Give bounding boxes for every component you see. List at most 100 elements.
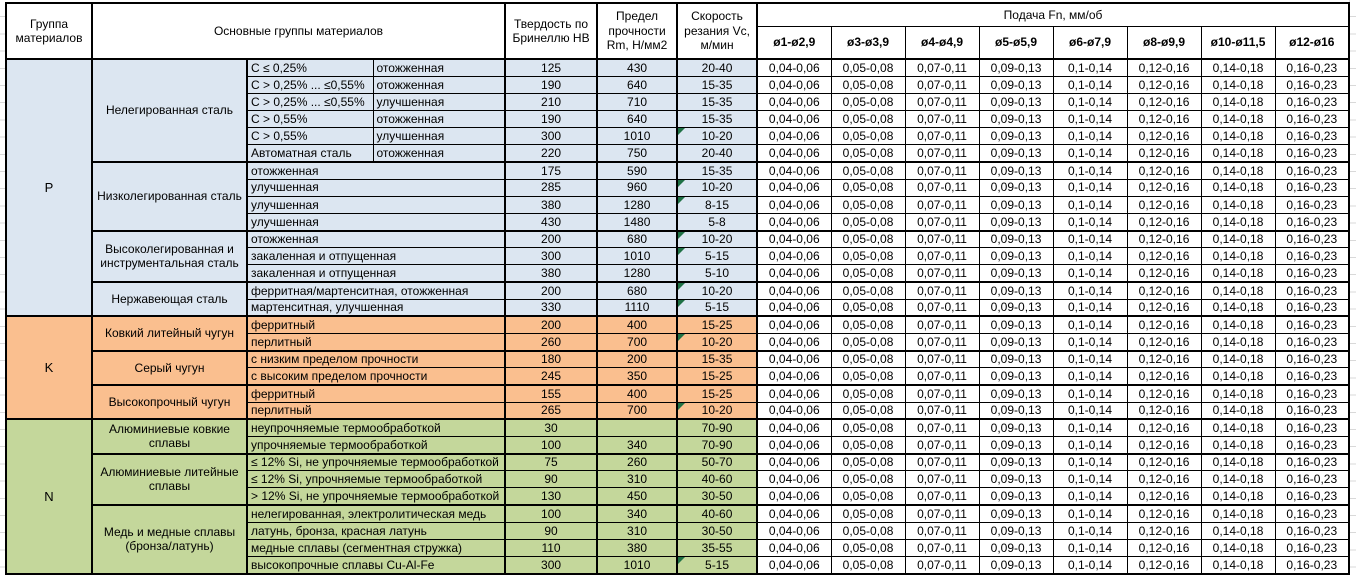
cell-feed-value[interactable]: 0,07-0,11	[904, 247, 980, 266]
cell-hardness[interactable]: 175	[504, 160, 599, 180]
cell-feed-value[interactable]: 0,05-0,08	[830, 470, 906, 489]
cell-feed-value[interactable]: 0,16-0,23	[1274, 367, 1350, 386]
cell-feed-value[interactable]: 0,09-0,13	[978, 538, 1054, 558]
cell-feed-value[interactable]: 0,1-0,14	[1052, 144, 1128, 163]
cell-feed-value[interactable]: 0,09-0,13	[978, 315, 1054, 335]
cell-feed-value[interactable]: 0,16-0,23	[1274, 349, 1350, 369]
cell-feed-value[interactable]: 0,1-0,14	[1052, 401, 1128, 420]
cell-strength[interactable]: 1480	[596, 212, 679, 232]
cell-state[interactable]: отожженная	[372, 57, 507, 77]
subgroup-name-cell[interactable]: Нержавеющая сталь	[91, 281, 248, 317]
cell-feed-value[interactable]: 0,09-0,13	[978, 367, 1054, 386]
cell-feed-value[interactable]: 0,07-0,11	[904, 281, 980, 300]
cell-strength[interactable]: 260	[596, 452, 679, 472]
cell-strength[interactable]: 1280	[596, 264, 679, 283]
cell-hardness[interactable]: 380	[504, 264, 599, 283]
cell-state[interactable]: закаленная и отпущенная	[246, 264, 507, 283]
cell-feed-value[interactable]: 0,07-0,11	[904, 160, 980, 180]
cell-feed-value[interactable]: 0,16-0,23	[1274, 264, 1350, 283]
cell-cutting-speed[interactable]: 5-15	[676, 556, 759, 575]
cell-hardness[interactable]: 220	[504, 144, 599, 163]
cell-feed-value[interactable]: 0,16-0,23	[1274, 127, 1350, 146]
cell-strength[interactable]: 340	[596, 504, 679, 523]
cell-feed-value[interactable]: 0,04-0,06	[756, 281, 832, 300]
cell-feed-value[interactable]: 0,04-0,06	[756, 401, 832, 420]
cell-feed-value[interactable]: 0,04-0,06	[756, 144, 832, 163]
cell-cutting-speed[interactable]: 10-20	[676, 401, 759, 420]
cell-hardness[interactable]: 200	[504, 229, 599, 249]
cell-strength[interactable]: 450	[596, 487, 679, 506]
cell-feed-value[interactable]: 0,12-0,16	[1126, 178, 1202, 197]
cell-hardness[interactable]: 200	[504, 281, 599, 300]
cell-feed-value[interactable]: 0,05-0,08	[830, 160, 906, 180]
cell-feed-value[interactable]: 0,12-0,16	[1126, 367, 1202, 386]
cell-feed-value[interactable]: 0,07-0,11	[904, 127, 980, 146]
cell-cutting-speed[interactable]: 5-8	[676, 212, 759, 232]
cell-strength[interactable]: 1010	[596, 127, 679, 146]
cell-feed-value[interactable]: 0,09-0,13	[978, 264, 1054, 283]
cell-feed-value[interactable]: 0,12-0,16	[1126, 75, 1202, 94]
cell-feed-value[interactable]: 0,1-0,14	[1052, 332, 1128, 352]
header-feed-col[interactable]: ø12-ø16	[1274, 25, 1350, 60]
cell-cutting-speed[interactable]: 15-25	[676, 315, 759, 335]
cell-feed-value[interactable]: 0,14-0,18	[1200, 538, 1276, 558]
cell-strength[interactable]: 640	[596, 75, 679, 94]
cell-feed-value[interactable]: 0,16-0,23	[1274, 470, 1350, 489]
header-feed-col[interactable]: ø6-ø7,9	[1052, 25, 1128, 60]
cell-feed-value[interactable]: 0,14-0,18	[1200, 367, 1276, 386]
cell-feed-value[interactable]: 0,1-0,14	[1052, 281, 1128, 300]
cell-feed-value[interactable]: 0,16-0,23	[1274, 75, 1350, 94]
cell-condition[interactable]: C > 0,55%	[246, 127, 374, 146]
cell-cutting-speed[interactable]: 10-20	[676, 281, 759, 300]
cell-feed-value[interactable]: 0,14-0,18	[1200, 556, 1276, 575]
cell-cutting-speed[interactable]: 10-20	[676, 178, 759, 197]
cell-feed-value[interactable]: 0,14-0,18	[1200, 332, 1276, 352]
cell-state[interactable]: отожженная	[372, 144, 507, 163]
cell-feed-value[interactable]: 0,14-0,18	[1200, 281, 1276, 300]
cell-feed-value[interactable]: 0,09-0,13	[978, 144, 1054, 163]
cell-feed-value[interactable]: 0,16-0,23	[1274, 229, 1350, 249]
cell-feed-value[interactable]: 0,16-0,23	[1274, 401, 1350, 420]
cell-hardness[interactable]: 210	[504, 92, 599, 111]
cell-feed-value[interactable]: 0,1-0,14	[1052, 178, 1128, 197]
cell-feed-value[interactable]: 0,1-0,14	[1052, 247, 1128, 266]
cell-cutting-speed[interactable]: 15-35	[676, 109, 759, 129]
cell-feed-value[interactable]: 0,05-0,08	[830, 435, 906, 455]
cell-feed-value[interactable]: 0,04-0,06	[756, 418, 832, 437]
cell-feed-value[interactable]: 0,07-0,11	[904, 401, 980, 420]
cell-cutting-speed[interactable]: 15-35	[676, 160, 759, 180]
cell-cutting-speed[interactable]: 5-15	[676, 298, 759, 317]
cell-cutting-speed[interactable]: 30-50	[676, 487, 759, 506]
cell-strength[interactable]: 430	[596, 57, 679, 77]
cell-hardness[interactable]: 300	[504, 556, 599, 575]
cell-feed-value[interactable]: 0,05-0,08	[830, 556, 906, 575]
cell-feed-value[interactable]: 0,1-0,14	[1052, 264, 1128, 283]
cell-feed-value[interactable]: 0,16-0,23	[1274, 504, 1350, 523]
cell-strength[interactable]: 680	[596, 229, 679, 249]
cell-condition[interactable]: Автоматная сталь	[246, 144, 374, 163]
cell-feed-value[interactable]: 0,09-0,13	[978, 401, 1054, 420]
cell-state[interactable]: медные сплавы (сегментная стружка)	[246, 538, 507, 558]
cell-hardness[interactable]: 90	[504, 470, 599, 489]
cell-feed-value[interactable]: 0,04-0,06	[756, 315, 832, 335]
cell-feed-value[interactable]: 0,12-0,16	[1126, 281, 1202, 300]
cell-feed-value[interactable]: 0,04-0,06	[756, 109, 832, 129]
cell-hardness[interactable]: 190	[504, 75, 599, 94]
cell-feed-value[interactable]: 0,12-0,16	[1126, 487, 1202, 506]
cell-feed-value[interactable]: 0,07-0,11	[904, 229, 980, 249]
cell-feed-value[interactable]: 0,09-0,13	[978, 418, 1054, 437]
cell-feed-value[interactable]: 0,09-0,13	[978, 504, 1054, 523]
cell-state[interactable]: неупрочняемые термообработкой	[246, 418, 507, 437]
cell-feed-value[interactable]: 0,14-0,18	[1200, 470, 1276, 489]
group-letter-cell[interactable]: N	[5, 418, 93, 575]
cell-feed-value[interactable]: 0,05-0,08	[830, 144, 906, 163]
cell-cutting-speed[interactable]: 15-35	[676, 92, 759, 111]
cell-strength[interactable]: 400	[596, 383, 679, 403]
cell-cutting-speed[interactable]: 10-20	[676, 229, 759, 249]
cell-feed-value[interactable]: 0,04-0,06	[756, 332, 832, 352]
cell-feed-value[interactable]: 0,14-0,18	[1200, 383, 1276, 403]
cell-cutting-speed[interactable]: 40-60	[676, 470, 759, 489]
cell-feed-value[interactable]: 0,12-0,16	[1126, 401, 1202, 420]
cell-strength[interactable]: 350	[596, 367, 679, 386]
cell-feed-value[interactable]: 0,05-0,08	[830, 383, 906, 403]
